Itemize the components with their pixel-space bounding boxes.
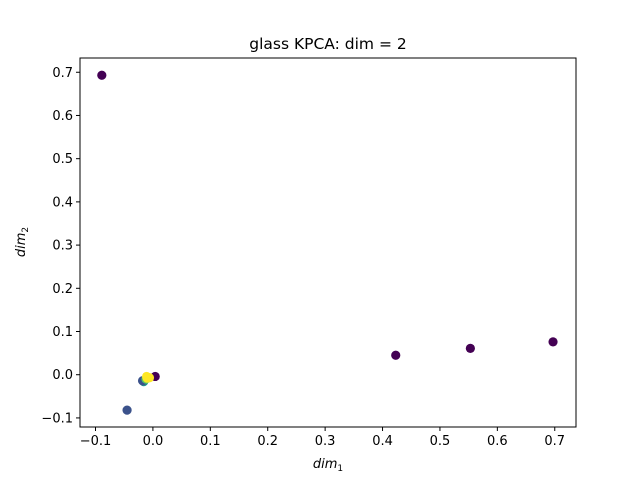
y-tick-label: 0.1 <box>52 325 73 340</box>
x-tick-label: 0.4 <box>372 434 393 449</box>
scatter-point <box>548 337 558 347</box>
scatter-point <box>391 350 401 360</box>
y-tick-label: −0.1 <box>41 411 73 426</box>
y-tick-label: 0.2 <box>52 282 73 297</box>
scatter-point <box>122 405 132 415</box>
data-points <box>97 70 558 415</box>
x-tick-label: 0.6 <box>487 434 508 449</box>
y-tick-label: 0.6 <box>52 109 73 124</box>
x-tick-label: 0.3 <box>315 434 336 449</box>
x-tick-label: 0.0 <box>143 434 164 449</box>
x-axis-label-subscript: 1 <box>337 464 343 474</box>
scatter-point <box>97 70 107 80</box>
x-axis-label: dim1 <box>313 457 343 474</box>
scatter-point <box>465 343 475 353</box>
y-tick-label: 0.7 <box>52 66 73 81</box>
y-axis-label-base: dim <box>14 233 29 258</box>
plot-frame <box>79 57 577 428</box>
x-axis-ticks: −0.1 0.0 0.1 0.2 0.3 0.4 0.5 0.6 0.7 <box>80 427 565 449</box>
x-tick-label: 0.1 <box>200 434 221 449</box>
x-tick-label: −0.1 <box>80 434 112 449</box>
y-tick-label: 0.5 <box>52 152 73 167</box>
y-axis-label: dim2 <box>14 227 31 257</box>
y-tick-label: 0.0 <box>52 368 73 383</box>
y-tick-label: 0.4 <box>52 195 73 210</box>
chart-title: glass KPCA: dim = 2 <box>249 35 406 53</box>
y-axis-label-subscript: 2 <box>21 227 31 233</box>
x-tick-label: 0.7 <box>544 434 565 449</box>
scatter-point <box>141 371 152 382</box>
y-axis-ticks: −0.1 0.0 0.1 0.2 0.3 0.4 0.5 0.6 0.7 <box>41 66 80 426</box>
plot-area <box>80 58 576 427</box>
x-tick-label: 0.2 <box>257 434 278 449</box>
x-axis-label-base: dim <box>313 457 338 472</box>
x-tick-label: 0.5 <box>430 434 451 449</box>
y-tick-label: 0.3 <box>52 239 73 254</box>
